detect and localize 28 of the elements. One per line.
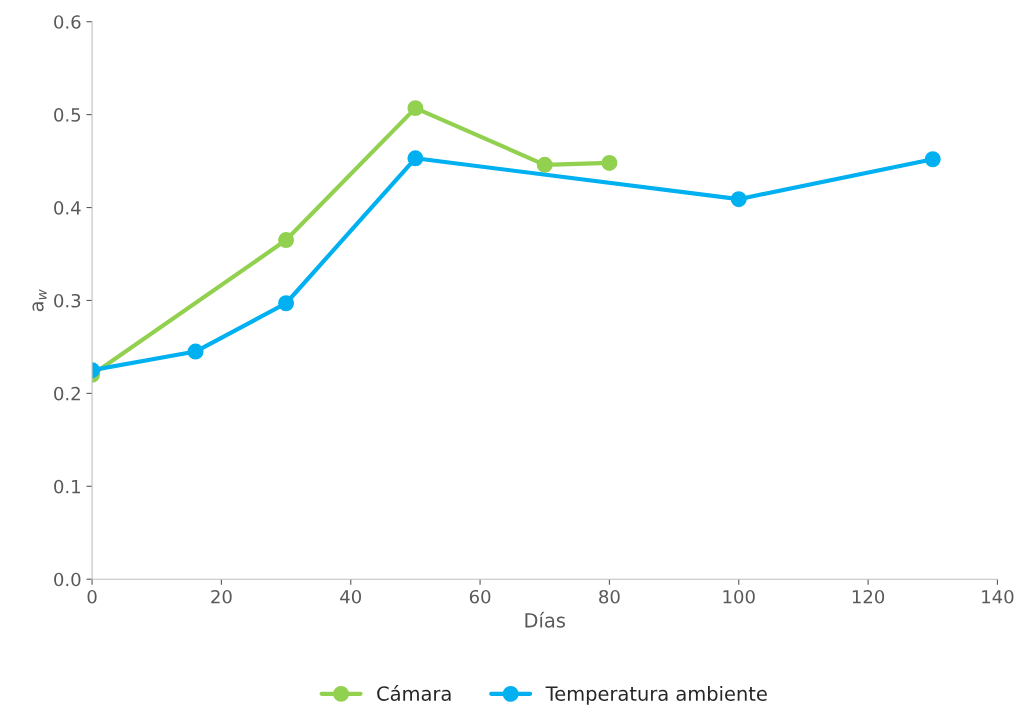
x-axis-title: Días bbox=[525, 611, 566, 628]
point bbox=[187, 343, 204, 360]
x-tick-label: 20 bbox=[211, 589, 232, 604]
x-tick-label: 100 bbox=[723, 589, 755, 604]
point bbox=[730, 191, 747, 208]
point bbox=[278, 232, 295, 249]
y-tick-label: 0.1 bbox=[54, 479, 80, 494]
y-tick-label: 0.3 bbox=[54, 293, 81, 308]
point bbox=[407, 150, 424, 167]
point bbox=[536, 156, 553, 173]
x-tick-label: 40 bbox=[340, 589, 362, 604]
x-tick-label: 140 bbox=[982, 589, 1014, 604]
point bbox=[278, 295, 295, 312]
y-tick-label: 0.4 bbox=[54, 201, 81, 215]
y-tick-label: 0.5 bbox=[54, 108, 81, 122]
x-tick-label: 0 bbox=[87, 589, 97, 604]
y-tick-label: 0.6 bbox=[54, 15, 81, 29]
legend-label: Cámara bbox=[377, 685, 451, 701]
point bbox=[924, 151, 941, 168]
point bbox=[407, 100, 424, 117]
x-tick-label: 80 bbox=[599, 589, 620, 604]
y-tick-label: 0.2 bbox=[54, 386, 80, 401]
y-axis-title: a$_{w}$ bbox=[32, 289, 47, 312]
legend-label: Temperatura ambiente bbox=[545, 685, 767, 705]
point bbox=[601, 154, 618, 171]
x-tick-label: 60 bbox=[469, 589, 491, 604]
y-tick-label: 0.0 bbox=[54, 572, 81, 587]
x-tick-label: 120 bbox=[852, 589, 885, 604]
